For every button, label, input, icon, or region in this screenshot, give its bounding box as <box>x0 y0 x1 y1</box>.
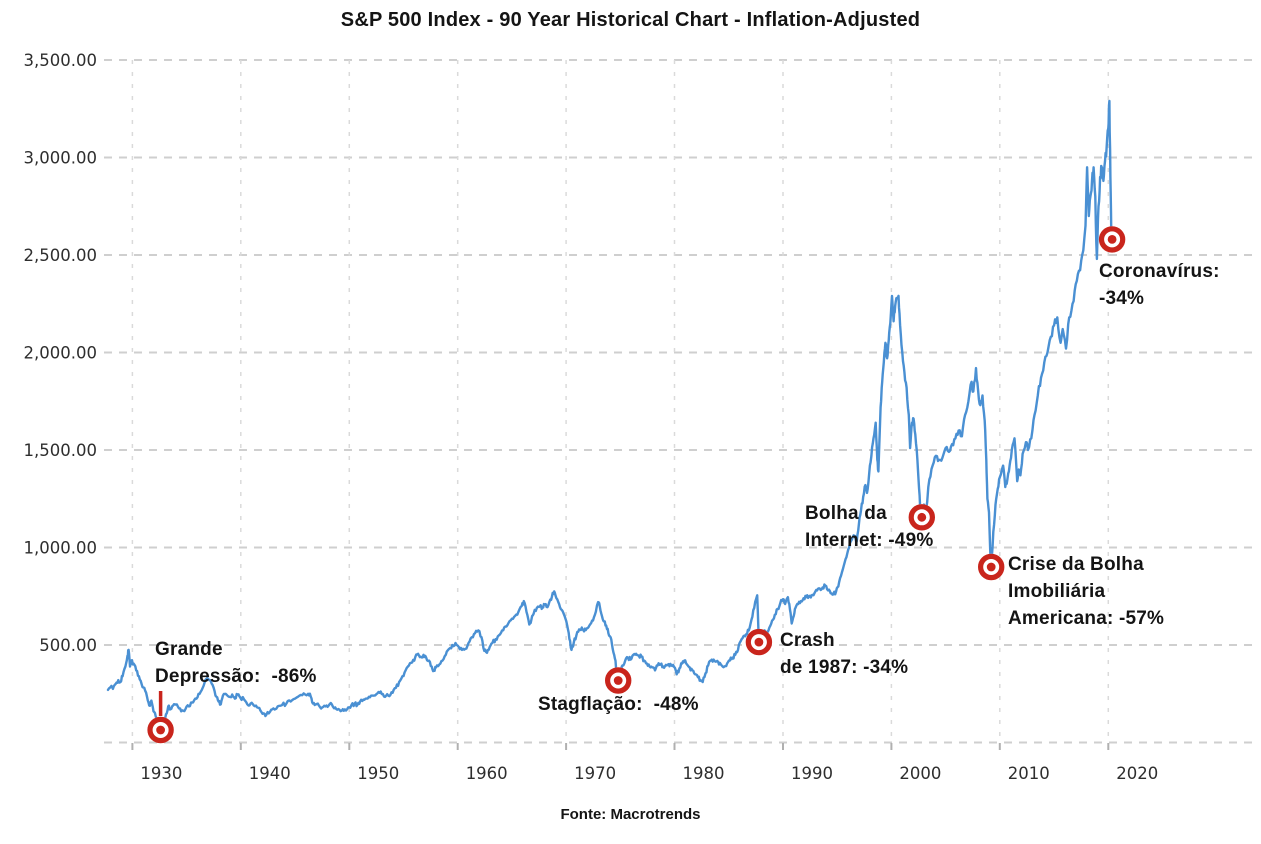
crash-marker-dot <box>613 676 623 685</box>
x-tick-label: 1970 <box>574 764 616 783</box>
annotation-crise-imobiliaria: Crise da Bolha Imobiliária Americana: -5… <box>1008 554 1165 629</box>
x-tick-label: 1950 <box>357 764 399 783</box>
crash-marker-ring <box>908 504 936 531</box>
crash-marker-ring <box>605 667 632 694</box>
annotation-grande-depressao: Grande Depressão: -86% <box>155 639 317 687</box>
crash-marker-dot <box>754 637 764 647</box>
crash-marker-ring <box>1098 226 1126 253</box>
crash-marker-dot <box>986 562 996 572</box>
x-tick-label: 1940 <box>249 764 291 783</box>
price-line <box>106 99 1114 731</box>
y-tick-label: 3,500.00 <box>24 51 97 70</box>
crash-marker-ring <box>745 628 773 656</box>
y-tick-label: 3,000.00 <box>24 149 97 168</box>
crash-marker-dot <box>917 512 927 522</box>
x-tick-label: 1960 <box>466 764 508 783</box>
crash-marker-dot <box>156 725 166 735</box>
annotation-coronavirus: Coronavírus: -34% <box>1099 261 1220 309</box>
annotation-crash-1987: Crash de 1987: -34% <box>780 630 909 678</box>
chart-title: S&P 500 Index - 90 Year Historical Chart… <box>340 9 921 31</box>
source-caption: Fonte: Macrotrends <box>560 806 701 823</box>
y-tick-label: 1,500.00 <box>24 441 97 460</box>
annotation-stagflacao: Stagflação: -48% <box>538 694 699 715</box>
x-tick-label: 2020 <box>1116 764 1158 783</box>
x-tick-label: 1930 <box>140 764 182 783</box>
crash-marker-ring <box>978 553 1005 581</box>
x-tick-label: 2000 <box>899 764 941 783</box>
y-tick-label: 2,000.00 <box>24 344 97 363</box>
x-tick-label: 1980 <box>683 764 725 783</box>
x-tick-label: 1990 <box>791 764 833 783</box>
crash-marker-dot <box>1107 235 1117 244</box>
y-tick-label: 500.00 <box>39 636 97 655</box>
x-tick-label: 2010 <box>1008 764 1050 783</box>
annotation-bolha-internet: Bolha da Internet: -49% <box>805 503 934 551</box>
y-tick-label: 2,500.00 <box>24 246 97 265</box>
crash-marker-ring <box>147 716 174 744</box>
y-tick-label: 1,000.00 <box>24 539 97 558</box>
